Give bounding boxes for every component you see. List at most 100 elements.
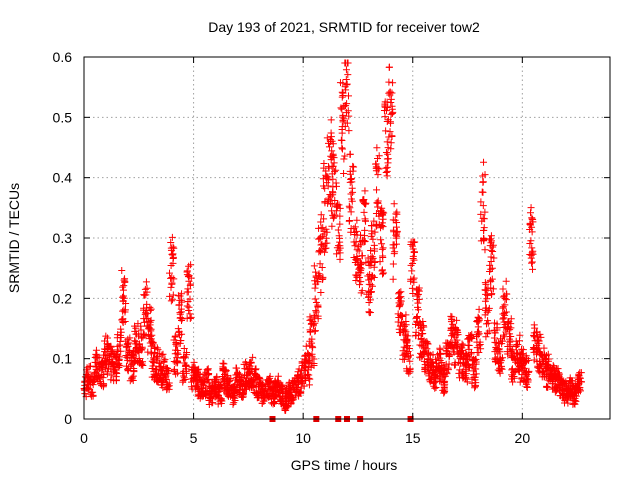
data-point — [320, 215, 328, 223]
data-point — [266, 379, 274, 387]
data-point — [473, 344, 481, 352]
data-point — [544, 350, 552, 358]
data-point — [268, 392, 276, 400]
data-point — [516, 331, 524, 339]
data-point — [572, 392, 580, 400]
data-point — [157, 371, 165, 379]
data-point — [409, 252, 417, 260]
data-point — [367, 288, 375, 296]
data-point — [487, 246, 495, 254]
data-point — [119, 297, 127, 305]
data-point — [385, 63, 393, 71]
data-point — [499, 310, 507, 318]
data-point — [385, 133, 393, 141]
data-point — [353, 227, 361, 235]
data-point — [146, 306, 154, 314]
data-point — [483, 320, 491, 328]
data-point — [387, 145, 395, 153]
data-point — [328, 153, 336, 161]
data-point — [343, 109, 351, 117]
data-point — [112, 369, 120, 377]
data-point — [381, 113, 389, 121]
data-point — [158, 377, 166, 385]
data-point — [115, 361, 123, 369]
data-point — [472, 356, 480, 364]
data-point — [357, 231, 365, 239]
data-point — [124, 356, 132, 364]
data-point — [383, 167, 391, 175]
data-point — [365, 298, 373, 306]
data-point — [487, 265, 495, 273]
data-point — [406, 357, 414, 365]
data-point — [167, 274, 175, 282]
data-point — [151, 349, 159, 357]
data-point — [321, 239, 329, 247]
data-point — [121, 278, 129, 286]
data-point — [522, 359, 530, 367]
data-point — [372, 222, 380, 230]
data-point — [351, 242, 359, 250]
data-point — [87, 380, 95, 388]
data-point — [312, 268, 320, 276]
data-point — [169, 250, 177, 258]
data-point — [246, 377, 254, 385]
data-point — [186, 315, 194, 323]
data-point — [489, 243, 497, 251]
x-tick-label: 10 — [295, 430, 311, 446]
data-point — [137, 361, 145, 369]
data-point — [147, 316, 155, 324]
data-point — [395, 313, 403, 321]
data-point — [285, 385, 293, 393]
data-point — [443, 368, 451, 376]
data-point — [373, 144, 381, 152]
data-point — [521, 357, 529, 365]
data-point — [333, 250, 341, 258]
data-point — [306, 328, 314, 336]
data-point — [499, 303, 507, 311]
data-point — [479, 202, 487, 210]
data-point — [482, 333, 490, 341]
data-point — [474, 323, 482, 331]
data-point — [320, 160, 328, 168]
data-point — [380, 269, 388, 277]
data-point — [168, 274, 176, 282]
data-point — [508, 346, 516, 354]
data-point — [576, 384, 584, 392]
data-point — [379, 244, 387, 252]
data-point — [480, 158, 488, 166]
data-point — [305, 381, 313, 389]
data-point — [478, 188, 486, 196]
data-point — [175, 301, 183, 309]
data-point — [487, 291, 495, 299]
data-point — [336, 220, 344, 228]
data-point — [174, 325, 182, 333]
data-point — [222, 366, 230, 374]
data-point — [396, 300, 404, 308]
data-point — [116, 341, 124, 349]
data-point — [172, 338, 180, 346]
data-point — [542, 352, 550, 360]
data-point — [149, 340, 157, 348]
data-point — [349, 162, 357, 170]
data-point — [184, 285, 192, 293]
data-point — [458, 368, 466, 376]
data-point — [507, 324, 515, 332]
data-point — [454, 331, 462, 339]
data-point — [333, 200, 341, 208]
data-point — [371, 228, 379, 236]
data-point — [337, 136, 345, 144]
data-point — [484, 319, 492, 327]
data-point — [527, 209, 535, 217]
data-point — [397, 297, 405, 305]
data-point — [92, 346, 100, 354]
data-point — [413, 312, 421, 320]
data-point — [302, 342, 310, 350]
data-point — [317, 289, 325, 297]
data-point — [474, 331, 482, 339]
data-point — [329, 140, 337, 148]
data-point — [429, 380, 437, 388]
data-point — [343, 80, 351, 88]
data-point — [471, 373, 479, 381]
y-tick-label: 0 — [64, 411, 72, 427]
data-point — [528, 258, 536, 266]
